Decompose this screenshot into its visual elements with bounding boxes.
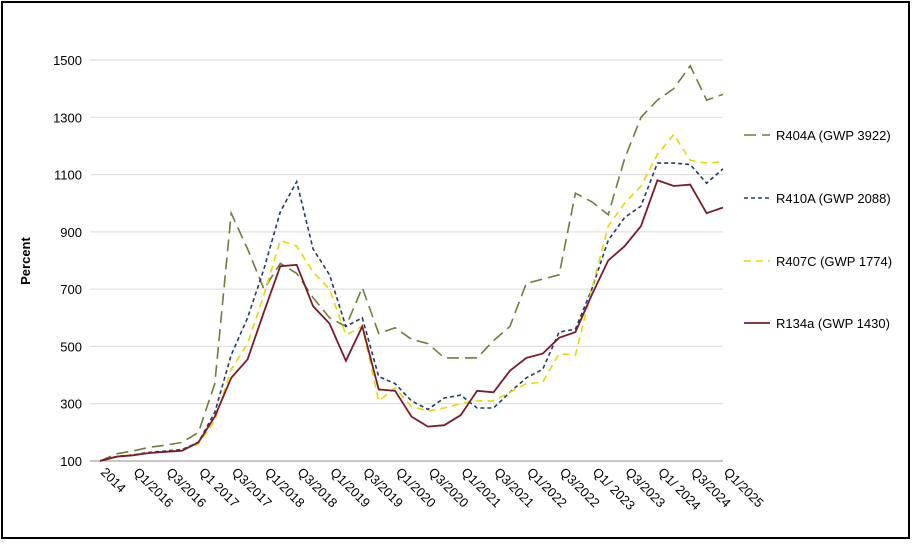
legend: R404A (GWP 3922) R410A (GWP 2088) R407C (G… — [744, 128, 892, 331]
y-axis-ticks: 100 300 500 700 900 1100 1300 1500 — [53, 53, 82, 469]
grid-lines — [90, 59, 723, 462]
y-axis-label: Percent — [18, 236, 33, 284]
y-tick-label: 1500 — [53, 53, 82, 68]
series-line — [99, 179, 724, 462]
legend-label: R404A (GWP 3922) — [776, 128, 891, 143]
y-tick-label: 1100 — [54, 168, 82, 183]
y-tick-label: 700 — [60, 282, 82, 297]
y-tick-label: 500 — [60, 339, 82, 354]
x-tick-label: 2014 — [98, 465, 129, 496]
y-tick-label: 900 — [60, 225, 82, 240]
legend-label: R134a (GWP 1430) — [776, 316, 890, 331]
series-lines — [99, 64, 724, 462]
legend-label: R410A (GWP 2088) — [776, 191, 891, 206]
series-line — [99, 133, 724, 462]
legend-label: R407C (GWP 1774) — [776, 254, 892, 269]
y-tick-label: 300 — [60, 397, 82, 412]
y-tick-label: 100 — [60, 454, 82, 469]
y-tick-label: 1300 — [53, 110, 82, 125]
series-line — [99, 64, 724, 462]
